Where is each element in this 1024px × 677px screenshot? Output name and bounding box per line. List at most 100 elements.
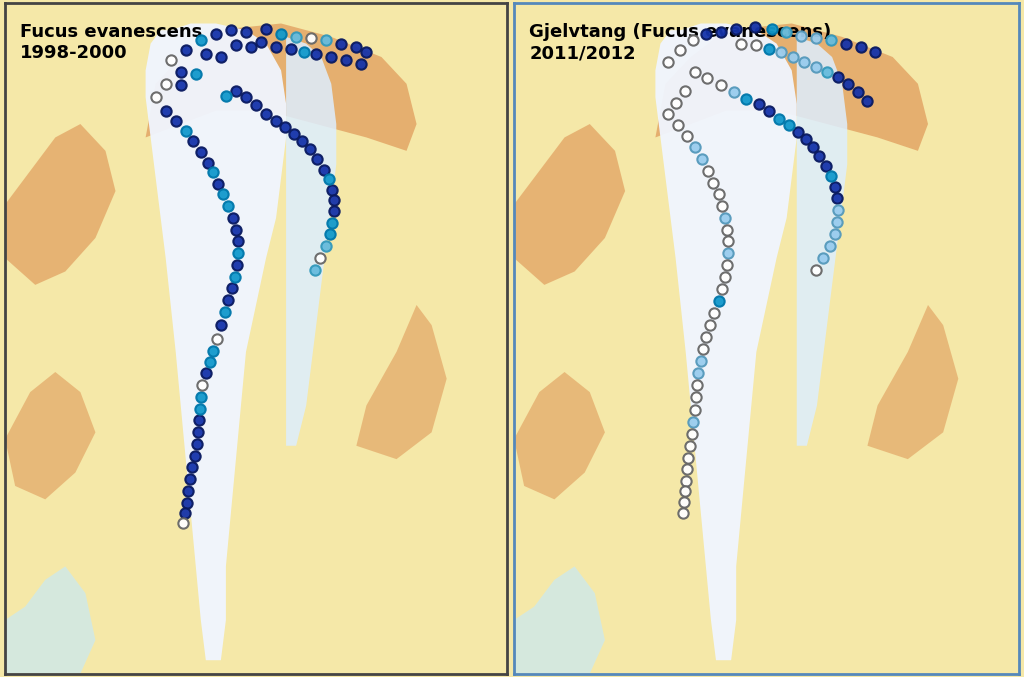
Point [333,38,349,49]
Point [348,41,365,52]
Point [781,120,798,131]
Point [777,26,794,37]
Point [684,429,700,439]
Point [761,105,777,116]
Point [225,213,242,223]
Point [679,131,695,141]
Point [749,39,765,50]
Point [324,51,340,62]
Point [679,464,695,475]
Point [338,55,354,66]
Point [213,320,229,330]
Point [830,72,847,83]
Point [190,427,207,438]
Point [719,225,735,236]
Point [714,284,730,294]
Point [220,200,237,211]
Point [866,46,883,57]
Point [728,24,744,35]
Point [720,236,736,246]
Point [172,80,188,91]
Point [283,43,299,54]
Point [198,368,214,378]
Point [184,462,201,473]
Point [191,403,208,414]
Point [790,127,806,137]
Polygon shape [145,24,286,660]
Point [228,259,245,270]
Point [772,46,788,57]
Point [719,259,735,270]
Point [677,85,693,96]
Polygon shape [797,37,847,445]
Polygon shape [5,567,95,674]
Point [218,91,234,102]
Point [181,474,198,485]
Point [258,24,274,35]
Point [205,167,221,177]
Point [829,217,846,227]
Point [714,200,730,211]
Polygon shape [655,24,797,660]
Point [147,92,164,103]
Point [176,507,193,518]
Point [163,55,179,66]
Point [248,100,264,110]
Point [217,306,233,317]
Point [659,108,676,119]
Point [761,43,777,54]
Point [208,28,224,39]
Point [680,452,696,463]
Point [193,392,209,403]
Point [698,73,715,84]
Point [805,141,821,152]
Point [326,206,342,217]
Point [186,450,203,461]
Point [751,98,767,109]
Point [230,236,247,246]
Point [815,253,831,263]
Point [272,28,290,39]
Point [784,51,801,62]
Polygon shape [5,124,116,285]
Point [158,105,174,116]
Point [209,333,225,344]
Point [172,66,188,77]
Point [230,247,247,258]
Point [188,439,205,450]
Point [733,38,750,49]
Polygon shape [514,372,605,500]
Point [303,32,319,43]
Point [243,41,259,52]
Point [205,345,221,356]
Point [210,179,226,190]
Point [853,41,869,52]
Point [693,154,710,165]
Point [821,240,838,251]
Point [823,35,840,45]
Point [215,189,231,200]
Point [253,37,269,47]
Point [697,332,714,343]
Point [829,192,846,203]
Point [692,356,709,367]
Point [227,225,244,236]
Point [850,87,866,97]
Point [268,115,285,126]
Point [177,45,194,56]
Point [690,368,707,378]
Point [711,296,727,307]
Point [826,229,843,240]
Point [717,271,733,282]
Polygon shape [5,372,95,500]
Point [227,39,244,50]
Point [323,229,339,240]
Point [324,218,340,229]
Point [180,486,197,497]
Point [748,22,764,32]
Point [312,253,329,263]
Point [223,283,240,294]
Point [213,51,229,62]
Point [194,380,210,391]
Point [706,177,722,188]
